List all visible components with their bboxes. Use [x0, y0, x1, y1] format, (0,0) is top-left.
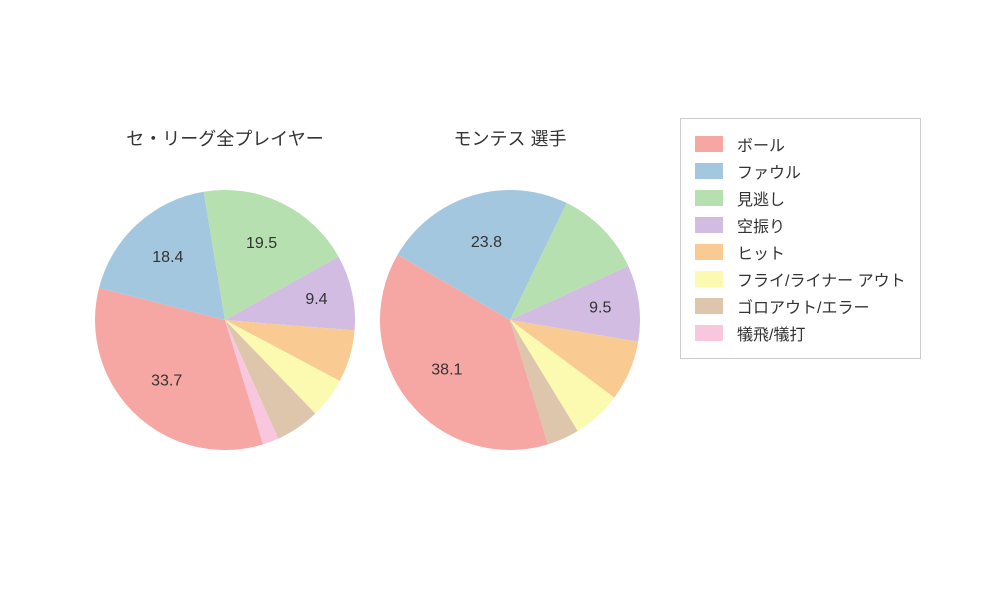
legend-item: ファウル — [695, 159, 906, 183]
legend-item: 見逃し — [695, 186, 906, 210]
legend-label: 見逃し — [737, 186, 785, 210]
slice-value-label: 33.7 — [151, 372, 182, 389]
legend-swatch — [695, 136, 723, 152]
legend-swatch — [695, 325, 723, 341]
slice-value-label: 19.5 — [246, 235, 277, 252]
slice-value-label: 23.8 — [471, 234, 502, 251]
legend-box: ボールファウル見逃し空振りヒットフライ/ライナー アウトゴロアウト/エラー犠飛/… — [680, 118, 921, 359]
legend-item: 犠飛/犠打 — [695, 321, 906, 345]
legend-item: ヒット — [695, 240, 906, 264]
legend-item: ボール — [695, 132, 906, 156]
legend-label: 犠飛/犠打 — [737, 321, 805, 345]
legend-label: ヒット — [737, 240, 785, 264]
slice-value-label: 9.4 — [305, 291, 327, 308]
legend-label: フライ/ライナー アウト — [737, 267, 906, 291]
legend-label: ゴロアウト/エラー — [737, 294, 869, 318]
legend-swatch — [695, 244, 723, 260]
legend-swatch — [695, 190, 723, 206]
legend-label: 空振り — [737, 213, 785, 237]
legend-swatch — [695, 271, 723, 287]
slice-value-label: 18.4 — [152, 249, 183, 266]
legend-swatch — [695, 163, 723, 179]
legend-label: ボール — [737, 132, 785, 156]
legend-swatch — [695, 217, 723, 233]
legend-swatch — [695, 298, 723, 314]
slice-value-label: 9.5 — [589, 299, 611, 316]
legend-label: ファウル — [737, 159, 801, 183]
legend-item: 空振り — [695, 213, 906, 237]
legend-item: ゴロアウト/エラー — [695, 294, 906, 318]
slice-value-label: 38.1 — [431, 361, 462, 378]
chart-container: セ・リーグ全プレイヤー モンテス 選手 33.718.419.59.438.12… — [0, 0, 1000, 600]
legend-item: フライ/ライナー アウト — [695, 267, 906, 291]
